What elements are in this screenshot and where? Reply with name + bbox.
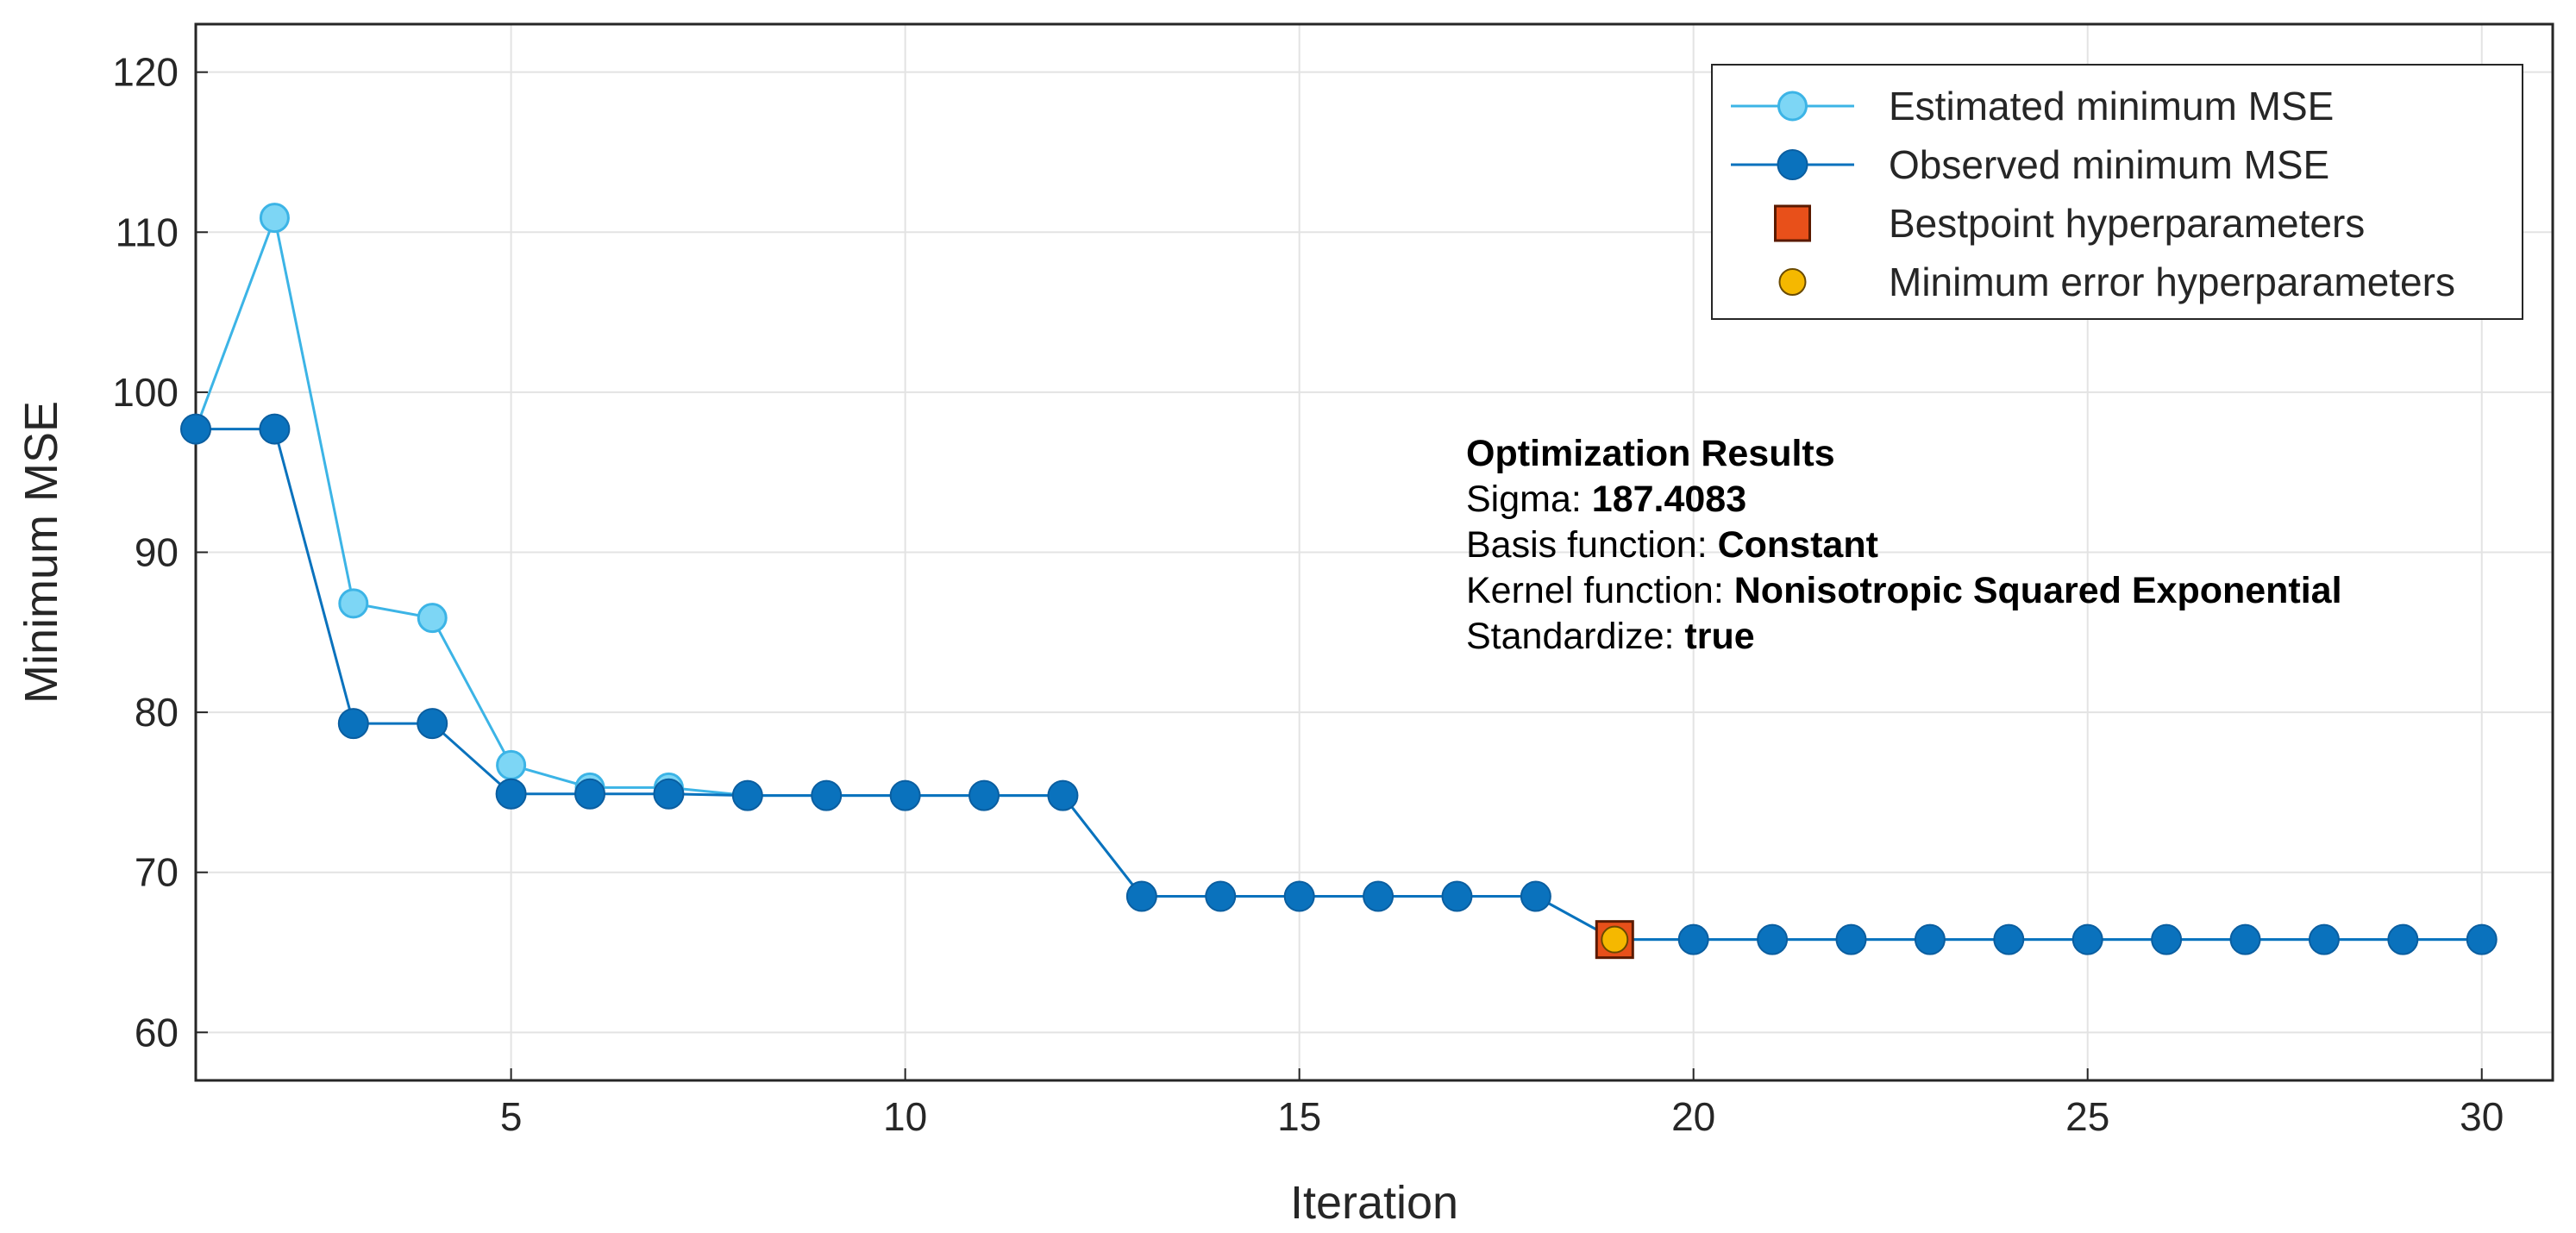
data-point xyxy=(889,779,921,811)
legend: Estimated minimum MSE Observed minimum MS… xyxy=(1711,64,2523,320)
data-point xyxy=(811,779,843,811)
data-point xyxy=(1677,923,1709,955)
minimum-error-marker xyxy=(1601,925,1629,954)
y-tick-label: 100 xyxy=(112,370,179,415)
data-point xyxy=(1441,880,1473,912)
tick-layer: 5 10 15 20 25 30 60 70 80 90 100 110 120 xyxy=(112,50,2504,1139)
legend-item: Observed minimum MSE xyxy=(1731,142,2329,187)
annotation-basis-function: Basis function: Constant xyxy=(1466,524,1878,566)
annotation-sigma-value: 187.4083 xyxy=(1592,479,1746,520)
x-tick-label: 10 xyxy=(883,1094,927,1139)
data-point xyxy=(1125,880,1157,912)
data-point xyxy=(180,413,211,445)
annotation-standardize-label: Standardize: xyxy=(1466,616,1684,657)
x-tick-label: 5 xyxy=(500,1094,523,1139)
annotation-kernel-function: Kernel function: Nonisotropic Squared Ex… xyxy=(1466,570,2342,611)
data-point xyxy=(417,708,448,740)
data-point xyxy=(968,779,1000,811)
data-point xyxy=(1835,923,1867,955)
series-line xyxy=(196,428,2482,942)
data-point xyxy=(574,778,606,810)
x-tick-label: 25 xyxy=(2065,1094,2109,1139)
x-tick-label: 20 xyxy=(1671,1094,1715,1139)
x-tick-label: 15 xyxy=(1277,1094,1321,1139)
legend-marker xyxy=(1777,149,1808,180)
data-point xyxy=(1283,880,1315,912)
data-point xyxy=(1914,923,1946,955)
y-tick-label: 80 xyxy=(135,690,179,735)
data-point xyxy=(1205,880,1237,912)
y-tick-label: 70 xyxy=(135,850,179,895)
data-point xyxy=(653,778,685,810)
legend-marker xyxy=(1774,204,1811,242)
x-tick-label: 30 xyxy=(2460,1094,2504,1139)
annotation-standardize: Standardize: true xyxy=(1466,616,1755,657)
data-point xyxy=(1047,779,1079,811)
data-point xyxy=(2071,923,2103,955)
data-point xyxy=(1520,880,1551,912)
legend-label: Estimated minimum MSE xyxy=(1889,84,2334,128)
data-point xyxy=(259,203,290,234)
data-point xyxy=(1993,923,2025,955)
data-point xyxy=(259,413,291,445)
legend-marker xyxy=(1778,268,1807,296)
annotation-sigma-label: Sigma: xyxy=(1466,479,1592,520)
data-point xyxy=(495,778,527,810)
legend-item: Bestpoint hyperparameters xyxy=(1774,201,2365,246)
x-axis-title: Iteration xyxy=(1290,1177,1458,1229)
data-point xyxy=(2466,923,2498,955)
data-point xyxy=(2308,923,2340,955)
y-tick-label: 90 xyxy=(135,530,179,575)
annotation-kernel-function-label: Kernel function: xyxy=(1466,570,1734,611)
data-point xyxy=(1363,880,1395,912)
series-observed xyxy=(180,413,2498,955)
y-tick-label: 110 xyxy=(116,210,179,254)
annotation-basis-function-label: Basis function: xyxy=(1466,524,1718,566)
point-layer xyxy=(1595,920,1634,960)
y-tick-label: 120 xyxy=(112,50,179,95)
annotation-basis-function-value: Constant xyxy=(1718,524,1878,566)
data-point xyxy=(496,749,527,780)
legend-label: Minimum error hyperparameters xyxy=(1889,260,2455,304)
legend-item: Estimated minimum MSE xyxy=(1731,84,2334,128)
y-tick-label: 60 xyxy=(135,1010,179,1055)
legend-label: Observed minimum MSE xyxy=(1889,142,2329,187)
data-point xyxy=(337,708,369,740)
legend-item: Minimum error hyperparameters xyxy=(1778,260,2455,304)
annotation-title: Optimization Results xyxy=(1466,433,1835,474)
data-point xyxy=(2387,923,2419,955)
annotation-kernel-function-value: Nonisotropic Squared Exponential xyxy=(1734,570,2342,611)
y-axis-title: Minimum MSE xyxy=(16,401,67,704)
optimization-results-annotation: Optimization Results Sigma: 187.4083 Bas… xyxy=(1466,433,2342,657)
legend-marker xyxy=(1777,91,1808,122)
annotation-standardize-value: true xyxy=(1684,616,1754,657)
data-point xyxy=(1757,923,1789,955)
annotation-sigma: Sigma: 187.4083 xyxy=(1466,479,1746,520)
legend-items: Estimated minimum MSE Observed minimum MS… xyxy=(1731,84,2455,304)
data-point xyxy=(417,603,448,634)
data-point xyxy=(2151,923,2183,955)
data-point xyxy=(2229,923,2261,955)
data-point xyxy=(731,779,763,811)
series-layer xyxy=(180,203,2498,955)
data-point xyxy=(338,588,369,619)
legend-label: Bestpoint hyperparameters xyxy=(1889,201,2365,246)
